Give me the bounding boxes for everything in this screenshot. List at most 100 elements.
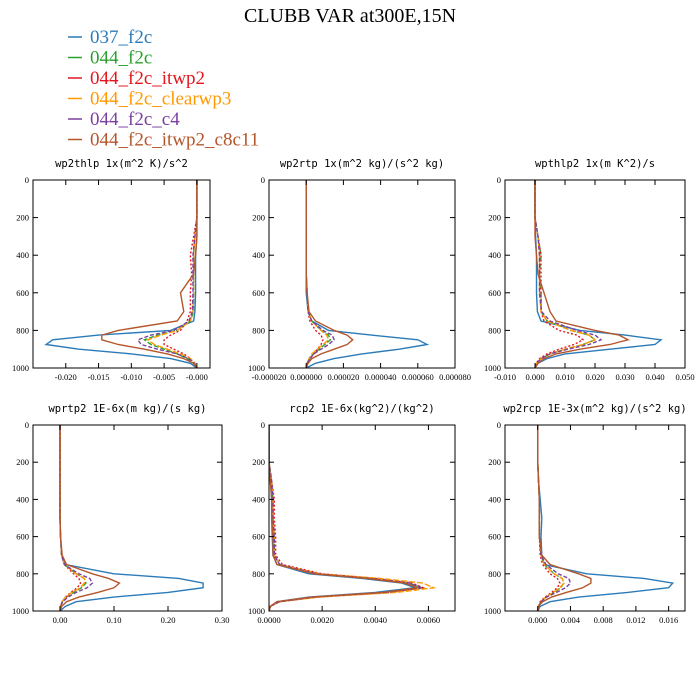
legend-entry: 044_f2c_itwp2	[68, 68, 205, 89]
series-line-044_f2c	[142, 180, 198, 368]
series-line-037_f2c	[59, 425, 204, 611]
x-tick-label: 0.20	[161, 615, 176, 625]
series-line-044_f2c_clearwp3	[146, 180, 198, 368]
y-tick-label: 600	[488, 532, 501, 542]
y-tick-label: 600	[252, 288, 265, 298]
y-tick-label: 800	[16, 569, 29, 579]
y-tick-label: 800	[252, 325, 265, 335]
series-line-044_f2c_c4	[136, 180, 198, 368]
chart-panel: wp2rtp 1x(m^2 kg)/(s^2 kg) 0 200 400 600 800 1…	[248, 158, 471, 382]
legend-entry: 044_f2c_c4	[68, 109, 180, 130]
y-tick-label: 1000	[248, 606, 265, 616]
legend-label: 044_f2c_clearwp3	[90, 89, 231, 110]
series-group	[537, 425, 675, 611]
x-tick-label: 0.10	[107, 615, 122, 625]
y-tick-label: 400	[252, 250, 265, 260]
y-tick-label: 0	[25, 420, 29, 430]
panel-title: wp2rtp 1x(m^2 kg)/(s^2 kg)	[280, 158, 444, 170]
y-tick-label: 1000	[248, 363, 265, 373]
x-tick-label: 0.0000	[257, 615, 280, 625]
figure-title: CLUBB VAR at300E,15N	[244, 5, 456, 27]
x-tick-label: 0.0040	[364, 615, 387, 625]
x-tick-label: 0.0060	[417, 615, 440, 625]
x-tick-label: 0.000	[528, 615, 547, 625]
x-tick-label: 0.000040	[365, 372, 397, 382]
panel-title: wpthlp2 1x(m K^2)/s	[535, 158, 655, 170]
x-tick-label: 0.020	[585, 372, 604, 382]
y-tick-label: 1000	[484, 606, 501, 616]
legend-entry: 044_f2c_clearwp3	[68, 89, 231, 110]
plot-frame	[268, 424, 456, 612]
series-line-037_f2c	[534, 180, 663, 368]
legend-label: 037_f2c	[90, 27, 152, 48]
series-line-037_f2c	[44, 180, 198, 368]
y-tick-label: 400	[16, 494, 29, 504]
series-line-044_f2c_clearwp3	[305, 180, 330, 368]
y-tick-label: 400	[252, 494, 265, 504]
x-tick-label: -0.020	[55, 372, 77, 382]
y-tick-label: 600	[16, 288, 29, 298]
x-tick-label: 0.030	[615, 372, 634, 382]
series-group	[305, 180, 430, 368]
y-tick-label: 1000	[484, 363, 501, 373]
y-tick-label: 800	[16, 325, 29, 335]
series-line-044_f2c_clearwp3	[534, 180, 597, 368]
legend-label: 044_f2c_c4	[90, 109, 180, 130]
series-line-044_f2c_itwp2_c8c11	[59, 425, 121, 611]
series-line-044_f2c	[59, 425, 87, 611]
y-tick-label: 0	[25, 175, 29, 185]
legend: 037_f2c044_f2c044_f2c_itwp2044_f2c_clear…	[68, 27, 259, 151]
series-line-044_f2c_itwp2	[163, 180, 198, 368]
x-tick-label: 0.000080	[439, 372, 471, 382]
series-line-044_f2c_itwp2_c8c11	[537, 425, 592, 611]
x-tick-label: 0.0020	[310, 615, 333, 625]
legend-label: 044_f2c_itwp2	[90, 68, 205, 89]
plot-frame	[268, 179, 456, 369]
y-tick-label: 600	[488, 288, 501, 298]
series-line-037_f2c	[537, 425, 675, 611]
series-line-037_f2c	[305, 180, 430, 368]
panel-title: wp2thlp 1x(m^2 K)/s^2	[55, 158, 188, 170]
y-tick-label: 600	[16, 532, 29, 542]
y-tick-label: 400	[16, 250, 29, 260]
y-tick-label: 400	[488, 250, 501, 260]
x-tick-label: -0.005	[153, 372, 175, 382]
panels: wp2thlp 1x(m^2 K)/s^202004006008001000-0…	[12, 158, 695, 625]
plot-frame	[504, 424, 686, 612]
panel-title: wprtp2 1E-6x(m kg)/(s kg)	[48, 403, 206, 415]
series-line-044_f2c_itwp2	[305, 180, 324, 368]
x-tick-label: 0.016	[659, 615, 678, 625]
series-group	[59, 425, 204, 611]
series-line-044_f2c	[534, 180, 597, 368]
chart-panel: rcp2 1E-6x(kg^2)/(kg^2) 0 200 400 600 800 1000…	[248, 403, 456, 625]
x-tick-label: 0.000	[525, 372, 544, 382]
y-tick-label: 800	[488, 569, 501, 579]
x-tick-label: 0.008	[594, 615, 613, 625]
chart-panel: wp2thlp 1x(m^2 K)/s^2 0 200 400 600 800 1000 -0…	[12, 158, 211, 382]
y-tick-label: 1000	[12, 363, 29, 373]
series-line-044_f2c_itwp2_c8c11	[101, 180, 198, 368]
series-line-044_f2c_itwp2	[537, 425, 561, 611]
x-tick-label: -0.010	[494, 372, 516, 382]
x-tick-label: 0.012	[626, 615, 645, 625]
chart-panel: wpthlp2 1x(m K^2)/s 0 200 400 600 800 1000-0.0…	[484, 158, 695, 382]
series-line-044_f2c_c4	[59, 425, 94, 611]
y-tick-label: 600	[252, 532, 265, 542]
chart-panel: wp2rcp 1E-3x(m^2 kg)/(s^2 kg)0 200 400 600 8…	[484, 403, 687, 625]
series-line-044_f2c_c4	[537, 425, 572, 611]
x-tick-label: 0.040	[645, 372, 664, 382]
x-tick-label: -0.010	[120, 372, 142, 382]
x-tick-label: 0.000060	[402, 372, 434, 382]
series-line-044_f2c_itwp2	[534, 180, 585, 368]
legend-entry: 037_f2c	[68, 27, 152, 48]
y-tick-label: 0	[261, 420, 265, 430]
series-group	[44, 180, 198, 368]
series-line-044_f2c_c4	[534, 180, 603, 368]
legend-label: 044_f2c	[90, 48, 152, 69]
y-tick-label: 200	[252, 213, 265, 223]
series-line-044_f2c_itwp2_c8c11	[305, 180, 354, 368]
x-tick-label: 0.050	[675, 372, 694, 382]
legend-entry: 044_f2c	[68, 48, 152, 69]
y-tick-label: 800	[252, 569, 265, 579]
